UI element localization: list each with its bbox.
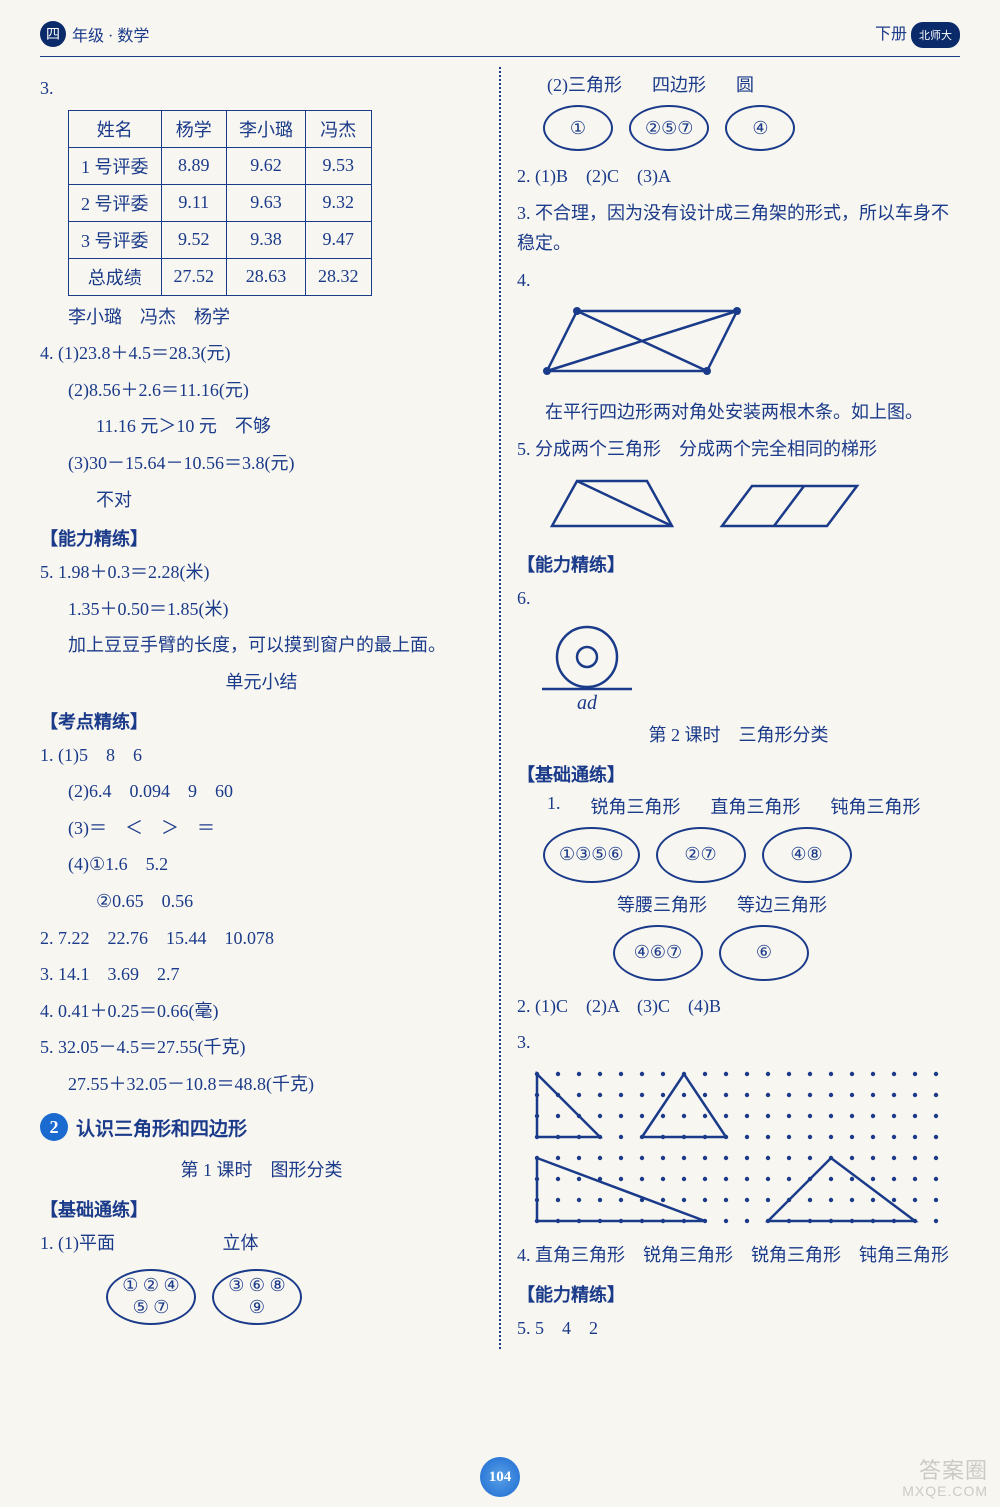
r-q2: 2. (1)B (2)C (3)A [517,161,960,192]
oval-acute: ①③⑤⑥ [543,827,640,883]
oval-plane: ① ② ④ ⑤ ⑦ [106,1269,196,1325]
b1p2-labels: (2)三角形 四边形 圆 [517,71,960,97]
dot-grid-triangles: {"cols":20,"rows":8,"s":21,"ox":10,"oy":… [527,1064,957,1234]
exam-heading: 【考点精练】 [40,708,483,734]
e1-4b: ②0.65 0.56 [40,886,483,917]
ability-heading: 【能力精练】 [40,525,483,551]
lesson1: 第 1 课时 图形分类 [40,1155,483,1186]
oval-isosceles: ④⑥⑦ [613,925,703,981]
q4-3: (3)30－15.64－10.56＝3.8(元) [40,448,483,479]
q5-l1: 5. 1.98＋0.3＝2.28(米) [40,557,483,588]
basic-heading: 【基础通练】 [40,1196,483,1222]
e5b: 27.55＋32.05－10.8＝48.8(千克) [40,1069,483,1100]
r-q3: 3. 不合理，因为没有设计成三角架的形式，所以车身不稳定。 [517,198,960,259]
lesson2: 第 2 课时 三角形分类 [517,720,960,751]
q3-num: 3. [40,73,483,104]
chapter-num: 2 [40,1113,68,1141]
t2: 2. (1)C (2)A (3)C (4)B [517,991,960,1022]
oval-triangle: ① [543,105,613,151]
header-rule [40,56,960,57]
r-basic-heading: 【基础通练】 [517,761,960,787]
e2: 2. 7.22 22.76 15.44 10.078 [40,923,483,954]
r-q4text: 在平行四边形两对角处安装两根木条。如上图。 [517,397,960,428]
circle-on-line-diagram: ad [537,619,637,714]
th: 杨学 [161,110,227,147]
trapezoid-diagrams [517,471,960,541]
t1-labels-row2: 等腰三角形 等边三角形 [517,891,960,917]
r-ability-heading: 【能力精练】 [517,551,960,577]
oval-obtuse: ④⑧ [762,827,852,883]
th: 李小璐 [227,110,306,147]
rank: 李小璐 冯杰 杨学 [40,302,483,333]
th: 冯杰 [306,110,372,147]
q5-l2: 1.35＋0.50＝1.85(米) [40,594,483,625]
grade-badge: 四 [40,21,66,47]
e4: 4. 0.41＋0.25＝0.66(毫) [40,996,483,1027]
q4-1: 4. (1)23.8＋4.5＝28.3(元) [40,338,483,369]
q4-3b: 不对 [40,485,483,516]
unit-summary: 单元小结 [40,667,483,698]
trapezoid-split-halves [717,471,867,541]
e1-3: (3)＝ ＜ ＞ ＝ [40,813,483,844]
column-divider [499,67,501,1349]
r-ability2-heading: 【能力精练】 [517,1281,960,1307]
oval-right: ②⑦ [656,827,746,883]
e5a: 5. 32.05－4.5＝27.55(千克) [40,1032,483,1063]
grade-subject: 年级 · 数学 [72,22,149,46]
page-number-badge: 104 [480,1457,520,1497]
score-table: 姓名 杨学 李小璐 冯杰 1 号评委8.899.629.53 2 号评委9.11… [68,110,372,296]
oval-solid: ③ ⑥ ⑧ ⑨ [212,1269,302,1325]
r-q4num: 4. [517,265,960,296]
oval-circle: ④ [725,105,795,151]
left-column: 3. 姓名 杨学 李小璐 冯杰 1 号评委8.899.629.53 2 号评委9… [40,67,483,1349]
r-q6num: 6. [517,583,960,614]
r-q5: 5. 分成两个三角形 分成两个完全相同的梯形 [517,434,960,465]
b1: 1. (1)平面 立体 [40,1228,483,1259]
watermark: 答案圈 MXQE.COM [902,1459,988,1499]
chapter-title: 认识三角形和四边形 [76,1114,247,1141]
t5: 5. 5 4 2 [517,1313,960,1344]
e1-1: 1. (1)5 8 6 [40,740,483,771]
t3num: 3. [517,1027,960,1058]
series-badge: 北师大 [911,22,960,48]
parallelogram-diagram [537,301,757,391]
e1-2: (2)6.4 0.094 9 60 [40,776,483,807]
q4-2: (2)8.56＋2.6＝11.16(元) [40,375,483,406]
oval-equilateral: ⑥ [719,925,809,981]
q4-2b: 11.16 元＞10 元 不够 [40,411,483,442]
t4: 4. 直角三角形 锐角三角形 锐角三角形 钝角三角形 [517,1240,960,1271]
oval-quad: ②⑤⑦ [629,105,709,151]
th: 姓名 [69,110,162,147]
page-header: 四 年级 · 数学 下册 北师大 [40,20,960,48]
e3: 3. 14.1 3.69 2.7 [40,959,483,990]
e1-4: (4)①1.6 5.2 [40,849,483,880]
q6-label: ad [577,692,598,714]
q5-l3: 加上豆豆手臂的长度，可以摸到窗户的最上面。 [40,630,483,661]
right-column: (2)三角形 四边形 圆 ① ②⑤⑦ ④ 2. (1)B (2)C (3)A 3… [517,67,960,1349]
t1-labels-row1: 1. 锐角三角形 直角三角形 钝角三角形 [517,793,960,819]
trapezoid-split-triangles [547,471,677,541]
chapter-heading: 2 认识三角形和四边形 [40,1113,483,1141]
book-part: 下册 北师大 [875,20,960,48]
